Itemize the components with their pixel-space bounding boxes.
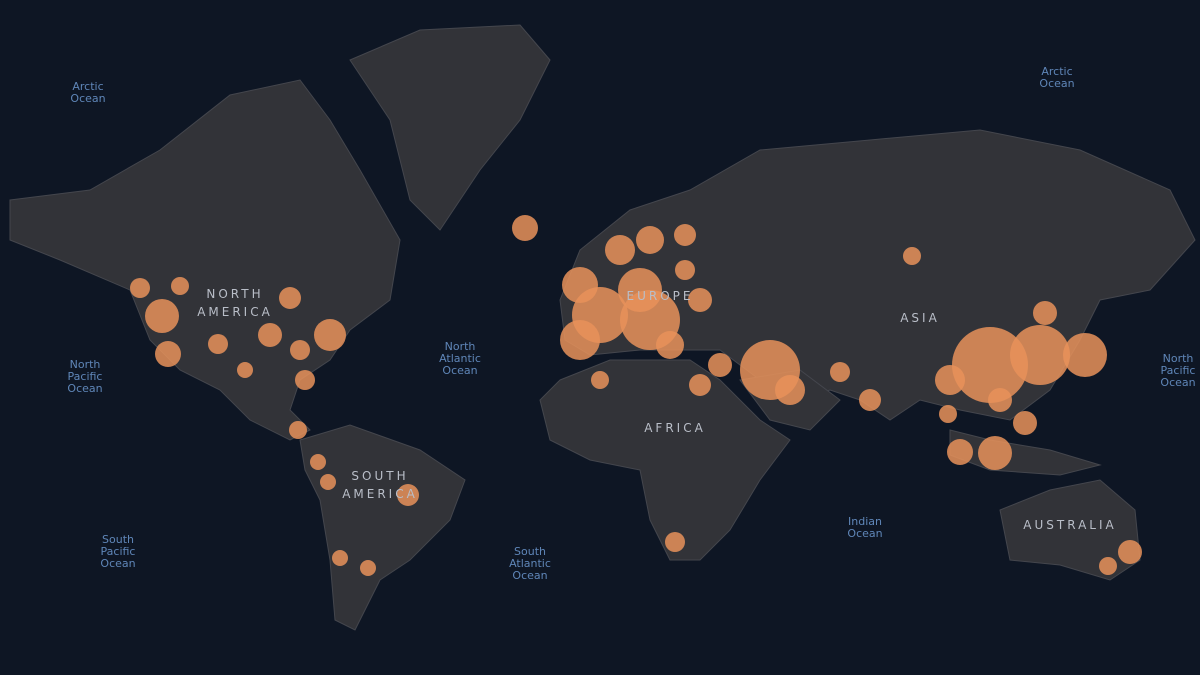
ocean-label: South Pacific Ocean — [100, 533, 135, 570]
continent-label: AFRICA — [644, 421, 706, 435]
case-bubble — [988, 388, 1012, 412]
case-bubble — [636, 226, 664, 254]
case-bubble — [360, 560, 376, 576]
case-bubble — [665, 532, 685, 552]
case-bubble — [332, 550, 348, 566]
label-line: Pacific — [1161, 364, 1196, 377]
case-bubble — [314, 319, 346, 351]
case-bubble — [290, 340, 310, 360]
case-bubble — [939, 405, 957, 423]
case-bubble — [935, 365, 965, 395]
case-bubble — [674, 224, 696, 246]
label-line: Ocean — [847, 527, 882, 540]
label-line: EUROPE — [627, 289, 694, 303]
label-line: Arctic — [1041, 65, 1072, 78]
africa — [539, 359, 791, 561]
case-bubble — [1063, 333, 1107, 377]
ocean-label: North Pacific Ocean — [67, 358, 102, 395]
label-line: North — [445, 340, 476, 353]
case-bubble — [171, 277, 189, 295]
ocean-label: North Atlantic Ocean — [439, 340, 481, 377]
case-bubble — [237, 362, 253, 378]
case-bubble — [859, 389, 881, 411]
case-bubble — [656, 331, 684, 359]
case-bubble — [675, 260, 695, 280]
case-bubble — [208, 334, 228, 354]
case-bubble — [295, 370, 315, 390]
label-line: AFRICA — [644, 421, 706, 435]
case-bubbles — [130, 215, 1142, 576]
south-america — [299, 424, 466, 631]
case-bubble — [145, 299, 179, 333]
label-line: Ocean — [1039, 77, 1074, 90]
continent-label: AUSTRALIA — [1023, 518, 1116, 532]
label-line: Ocean — [1160, 376, 1195, 389]
case-bubble — [708, 353, 732, 377]
case-bubble — [155, 341, 181, 367]
case-bubble — [688, 288, 712, 312]
label-line: Ocean — [100, 557, 135, 570]
label-line: North — [70, 358, 101, 371]
label-line: AUSTRALIA — [1023, 518, 1116, 532]
case-bubble — [952, 327, 1028, 403]
case-bubble — [310, 454, 326, 470]
case-bubble — [130, 278, 150, 298]
case-bubble — [1099, 557, 1117, 575]
case-bubble — [512, 215, 538, 241]
case-bubble — [903, 247, 921, 265]
case-bubble — [397, 484, 419, 506]
ocean-label: Indian Ocean — [847, 515, 882, 540]
label-line: Arctic — [72, 80, 103, 93]
ocean-label: North Pacific Ocean — [1160, 352, 1195, 389]
australia — [999, 479, 1141, 581]
case-bubble — [560, 320, 600, 360]
label-line: Indian — [848, 515, 882, 528]
ocean-label: Arctic Ocean — [70, 80, 105, 105]
label-line: Ocean — [67, 382, 102, 395]
label-line: AMERICA — [342, 487, 418, 501]
ocean-label: Arctic Ocean — [1039, 65, 1074, 90]
case-bubble — [830, 362, 850, 382]
continent-label: ASIA — [900, 311, 940, 325]
case-bubble — [618, 268, 662, 312]
label-line: AMERICA — [197, 305, 273, 319]
case-bubble — [1013, 411, 1037, 435]
label-line: North — [1163, 352, 1194, 365]
label-line: Ocean — [512, 569, 547, 582]
ocean-label: South Atlantic Ocean — [509, 545, 551, 582]
label-line: SOUTH — [351, 469, 408, 483]
label-line: Atlantic — [439, 352, 481, 365]
case-bubble — [1118, 540, 1142, 564]
case-bubble — [947, 439, 973, 465]
case-bubble — [289, 421, 307, 439]
label-line: Pacific — [101, 545, 136, 558]
continent-label: EUROPE — [627, 289, 694, 303]
label-line: South — [514, 545, 546, 558]
greenland — [349, 24, 551, 231]
label-line: Ocean — [442, 364, 477, 377]
case-bubble — [591, 371, 609, 389]
case-bubble — [978, 436, 1012, 470]
label-line: ASIA — [900, 311, 940, 325]
label-line: Pacific — [68, 370, 103, 383]
label-line: NORTH — [206, 287, 263, 301]
case-bubble — [320, 474, 336, 490]
label-line: Ocean — [70, 92, 105, 105]
case-bubble — [775, 375, 805, 405]
case-bubble — [1033, 301, 1057, 325]
case-bubble — [689, 374, 711, 396]
label-line: South — [102, 533, 134, 546]
continent-label: SOUTH AMERICA — [342, 469, 418, 501]
case-bubble — [605, 235, 635, 265]
continent-label: NORTH AMERICA — [197, 287, 273, 319]
case-bubble — [279, 287, 301, 309]
case-bubble — [258, 323, 282, 347]
case-bubble — [1010, 325, 1070, 385]
label-line: Atlantic — [509, 557, 551, 570]
